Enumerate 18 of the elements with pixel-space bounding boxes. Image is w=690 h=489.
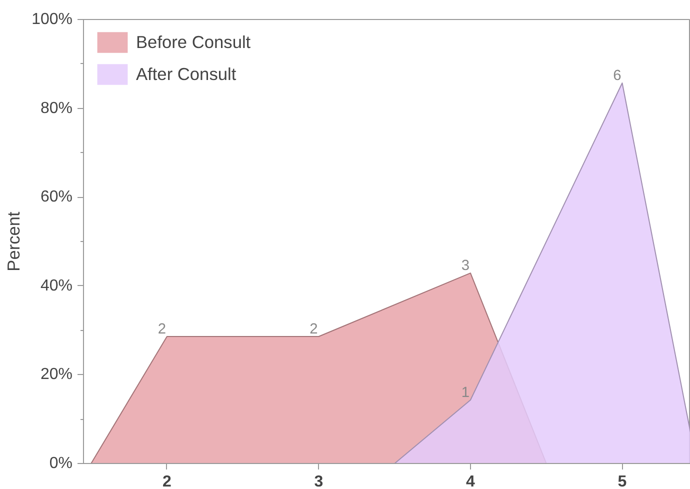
y-tick-label: 20% (40, 366, 73, 384)
y-tick-label: 100% (32, 11, 72, 28)
x-tick-label: 2 (162, 474, 172, 489)
annotation: 2 (310, 322, 318, 338)
y-tick-label: 40% (40, 277, 73, 294)
legend-label: After Consult (136, 64, 236, 84)
annotation: 6 (613, 68, 622, 84)
annotation: 3 (461, 258, 470, 274)
y-tick-label: 80% (40, 100, 73, 117)
x-tick-label: 5 (618, 474, 627, 489)
y-axis-title: Percent (4, 211, 24, 272)
x-tick-label: 3 (314, 474, 324, 489)
y-tick-label: 0% (49, 455, 72, 472)
annotation: 2 (158, 322, 166, 338)
x-tick-label: 4 (466, 474, 476, 489)
annotation: 1 (461, 385, 470, 402)
legend-label: Before Consult (136, 32, 251, 52)
y-tick-label: 60% (40, 188, 73, 206)
